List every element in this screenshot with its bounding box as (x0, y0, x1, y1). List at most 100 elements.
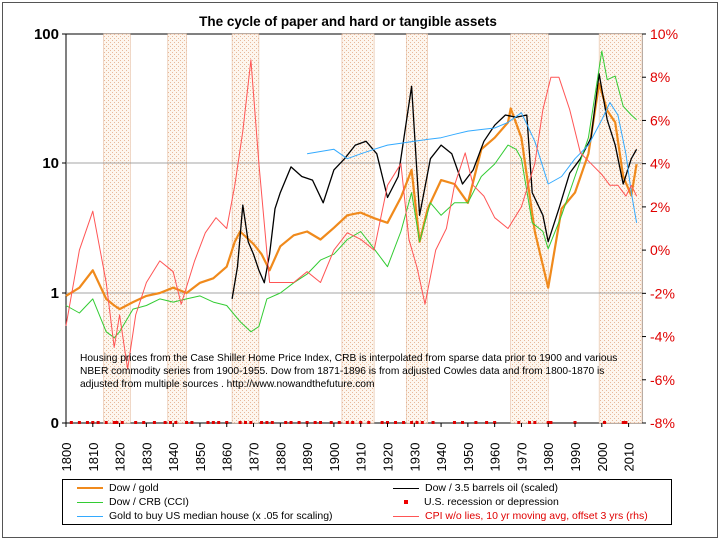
recession-marker (91, 421, 95, 424)
recession-marker (546, 421, 550, 424)
recession-marker (243, 421, 247, 424)
shaded-periods (103, 33, 643, 424)
left-tick-label: 1 (51, 285, 59, 302)
recession-marker (265, 421, 269, 424)
recession-marker (410, 421, 414, 424)
right-tick-label: -4% (650, 329, 675, 345)
recession-marker (624, 421, 628, 424)
right-tick-label: 6% (650, 112, 670, 128)
recession-marker (367, 421, 371, 424)
recession-marker (461, 421, 465, 424)
legend-item-cpi: CPI w/o lies, 10 yr moving avg, offset 3… (393, 509, 648, 523)
legend-label: Dow / 3.5 barrels oil (scaled) (425, 482, 559, 494)
x-tick-label: 1900 (327, 443, 342, 472)
legend-swatch (393, 487, 419, 489)
x-tick-label: 1830 (139, 443, 154, 472)
x-tick-label: 1810 (86, 443, 101, 472)
legend-item-dow-oil: Dow / 3.5 barrels oil (scaled) (393, 481, 558, 495)
chart-annotation: Housing prices from the Case Shiller Hom… (80, 353, 618, 390)
recession-marker (174, 421, 178, 424)
recession-marker (517, 421, 521, 424)
legend-label: CPI w/o lies, 10 yr moving avg, offset 3… (425, 510, 648, 522)
right-tick-label: -2% (650, 285, 675, 301)
recession-marker (527, 421, 531, 424)
x-tick-label: 1950 (461, 443, 476, 472)
recession-marker (485, 421, 489, 424)
shaded-period (231, 33, 260, 424)
recession-marker (96, 421, 100, 424)
recession-marker (104, 421, 108, 424)
recession-marker (211, 421, 215, 424)
recession-marker (77, 421, 81, 424)
x-tick-label: 1930 (407, 443, 422, 472)
left-tick-label: 0 (51, 415, 59, 432)
legend-label: Dow / CRB (CCI) (109, 496, 189, 508)
recession-marker (142, 421, 146, 424)
recession-marker (402, 421, 406, 424)
legend: Dow / gold Dow / 3.5 barrels oil (scaled… (62, 479, 672, 525)
recession-marker (260, 421, 264, 424)
right-tick-label: -8% (650, 415, 675, 431)
legend-item-gold-house: Gold to buy US median house (x .05 for s… (77, 509, 333, 523)
left-tick-label: 100 (34, 26, 59, 43)
recession-marker (359, 421, 363, 424)
recession-marker (152, 421, 156, 424)
legend-label: Dow / gold (109, 482, 159, 494)
recession-marker (115, 421, 119, 424)
recession-marker (431, 421, 435, 424)
series-lines (65, 50, 638, 370)
series-line (65, 82, 638, 311)
legend-swatch (404, 500, 408, 504)
legend-label: Gold to buy US median house (x .05 for s… (109, 510, 333, 522)
x-axis-ticks: 1800 1810 1820 1830 1840 1850 1860 1870 1880 1890… (59, 423, 637, 471)
legend-item-recession: U.S. recession or depression (393, 495, 559, 509)
x-tick-label: 1980 (541, 443, 556, 472)
x-tick-label: 1820 (113, 443, 128, 472)
x-tick-label: 1840 (166, 443, 181, 472)
x-tick-label: 1970 (514, 443, 529, 472)
recession-marker (313, 421, 317, 424)
legend-swatch (393, 515, 419, 517)
recession-marker (238, 421, 242, 424)
legend-item-dow-gold: Dow / gold (77, 481, 159, 495)
series-line (307, 102, 638, 223)
x-tick-label: 1880 (273, 443, 288, 472)
recession-marker (420, 421, 424, 424)
x-tick-label: 1800 (59, 443, 74, 472)
x-tick-label: 1890 (300, 443, 315, 472)
shaded-period (598, 33, 643, 424)
recession-marker (69, 421, 73, 424)
recession-marker (270, 421, 274, 424)
x-tick-label: 1850 (193, 443, 208, 472)
shaded-period (341, 33, 375, 424)
series-line (65, 59, 638, 370)
recession-marker (345, 421, 349, 424)
recession-marker (190, 421, 194, 424)
recession-marker (380, 421, 384, 424)
shaded-period (510, 33, 549, 424)
recession-marker (621, 421, 625, 424)
recession-marker (533, 421, 537, 424)
recession-marker (284, 421, 288, 424)
recession-marker (474, 421, 478, 424)
legend-label: U.S. recession or depression (424, 496, 559, 508)
x-tick-label: 2000 (595, 443, 610, 472)
recession-marker (385, 421, 389, 424)
legend-item-dow-crb: Dow / CRB (CCI) (77, 495, 189, 509)
recession-markers (69, 421, 628, 424)
recession-marker (206, 421, 210, 424)
series-line (231, 73, 638, 300)
right-tick-label: 8% (650, 69, 670, 85)
x-tick-label: 1960 (488, 443, 503, 472)
recession-marker (112, 421, 116, 424)
recession-marker (185, 421, 189, 424)
recession-marker (85, 421, 89, 424)
recession-marker (120, 421, 124, 424)
recession-marker (573, 421, 577, 424)
recession-marker (337, 421, 341, 424)
x-tick-label: 1870 (247, 443, 262, 472)
legend-swatch (77, 515, 103, 517)
recession-marker (305, 421, 309, 424)
recession-marker (249, 421, 253, 424)
